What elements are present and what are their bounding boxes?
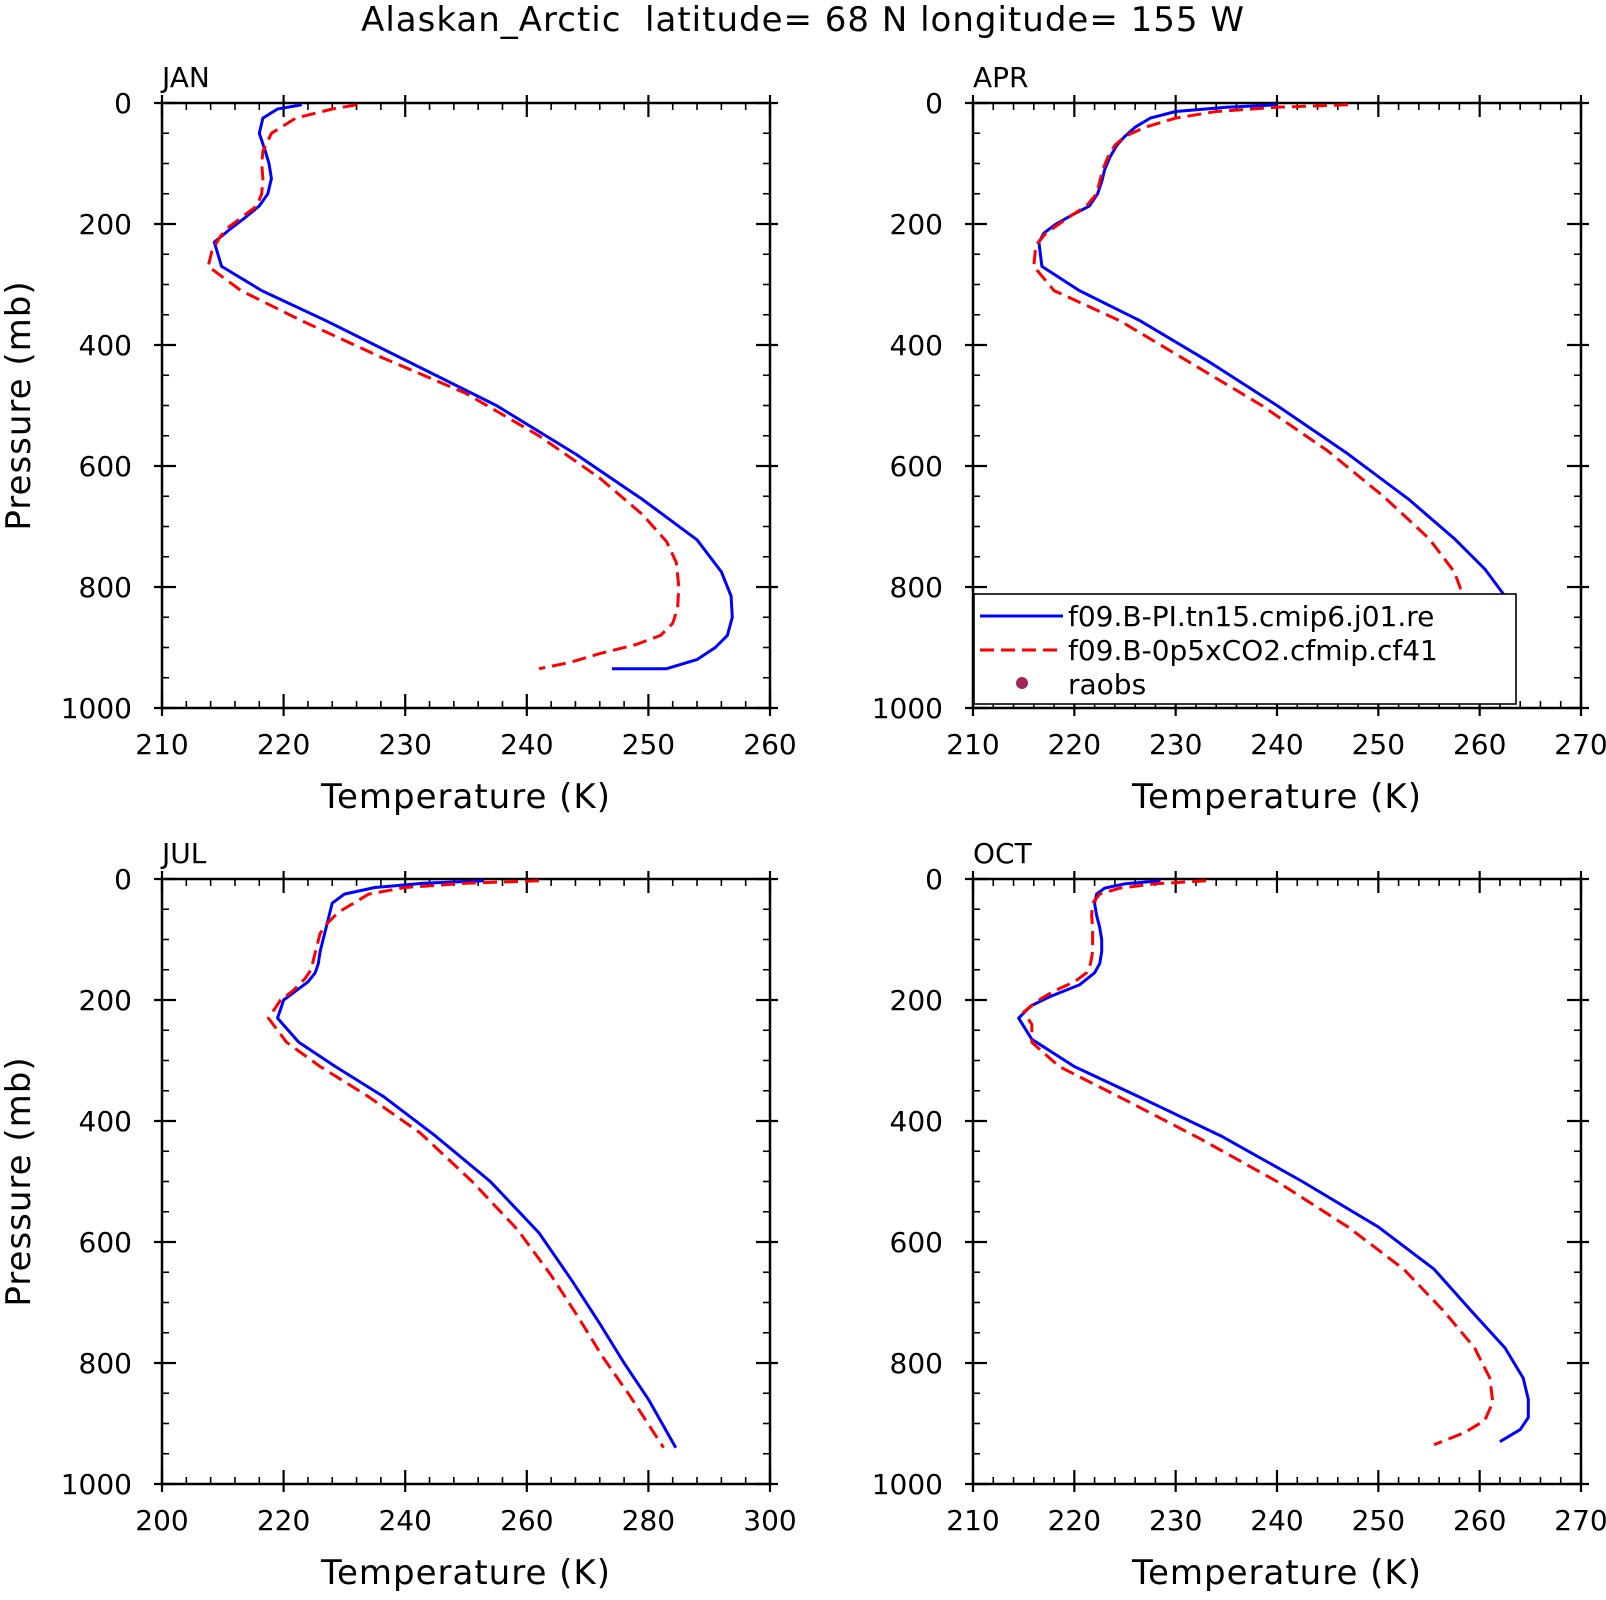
y-axis-label: Pressure (mb) xyxy=(0,280,39,530)
x-tick-label: 210 xyxy=(135,728,188,761)
panel-title: JAN xyxy=(160,61,210,94)
y-tick-label: 1000 xyxy=(872,1468,943,1501)
y-tick-label: 1000 xyxy=(872,692,943,725)
plot-frame xyxy=(160,101,772,710)
legend-label-raobs: raobs xyxy=(1068,668,1146,701)
y-tick-label: 600 xyxy=(890,450,943,483)
y-tick-label: 1000 xyxy=(61,692,132,725)
legend: f09.B-PI.tn15.cmip6.j01.re f09.B-0p5xCO2… xyxy=(973,593,1517,705)
y-tick-label: 200 xyxy=(890,208,943,241)
x-tick-label: 220 xyxy=(1048,1504,1101,1537)
x-tick-label: 260 xyxy=(1453,728,1506,761)
y-tick-label: 0 xyxy=(114,863,132,896)
panel-title: OCT xyxy=(973,837,1033,870)
x-tick-label: 240 xyxy=(500,728,553,761)
panel-oct: 210 220 230 240 250 260 270 0 200 400 600 800 1000 OC… xyxy=(872,837,1606,1593)
panel-jul: 200 220 240 260 280 300 0 200 400 600 800 1000 JUL Te… xyxy=(0,837,797,1593)
legend-box xyxy=(973,593,1517,705)
y-tick-label: 200 xyxy=(79,984,132,1017)
y-tick-label: 0 xyxy=(114,87,132,120)
y-tick-label: 600 xyxy=(79,1226,132,1259)
series-line-1 xyxy=(1017,879,1530,1443)
y-tick-label: 1000 xyxy=(61,1468,132,1501)
x-axis-label: Temperature (K) xyxy=(1131,1553,1422,1593)
y-tick-label: 800 xyxy=(890,571,943,604)
series-line-1 xyxy=(276,879,678,1449)
series-line-1 xyxy=(1037,103,1517,673)
series-line-2 xyxy=(206,103,681,671)
x-tick-label: 260 xyxy=(1453,1504,1506,1537)
x-axis-label: Temperature (K) xyxy=(320,1553,611,1593)
x-tick-label: 210 xyxy=(946,728,999,761)
x-tick-label: 250 xyxy=(1352,728,1405,761)
legend-marker-raobs xyxy=(1016,677,1028,689)
x-tick-label: 270 xyxy=(1554,728,1606,761)
x-tick-label: 260 xyxy=(500,1504,553,1537)
x-axis-label: Temperature (K) xyxy=(320,777,611,817)
x-tick-label: 260 xyxy=(743,728,796,761)
y-tick-label: 400 xyxy=(79,1105,132,1138)
x-axis-label: Temperature (K) xyxy=(1131,777,1422,817)
y-tick-label: 400 xyxy=(890,1105,943,1138)
y-tick-label: 800 xyxy=(79,1347,132,1380)
x-tick-label: 210 xyxy=(946,1504,999,1537)
x-tick-label: 240 xyxy=(378,1504,431,1537)
x-tick-label: 230 xyxy=(378,728,431,761)
x-tick-label: 270 xyxy=(1554,1504,1606,1537)
series-line-1 xyxy=(212,103,734,671)
y-tick-label: 200 xyxy=(79,208,132,241)
y-tick-label: 0 xyxy=(925,87,943,120)
panel-apr: 210 220 230 240 250 260 270 0 200 400 600 800 1000 AP… xyxy=(872,61,1606,817)
panel-title: APR xyxy=(973,61,1029,94)
y-tick-label: 200 xyxy=(890,984,943,1017)
series-line-2 xyxy=(1022,879,1495,1447)
y-axis-label: Pressure (mb) xyxy=(0,1056,39,1306)
y-tick-label: 600 xyxy=(79,450,132,483)
y-tick-label: 0 xyxy=(925,863,943,896)
x-tick-label: 220 xyxy=(257,1504,310,1537)
x-tick-label: 250 xyxy=(622,728,675,761)
figure-title: Alaskan_Arctic latitude= 68 N longitude=… xyxy=(361,0,1245,40)
panel-title: JUL xyxy=(160,837,207,870)
legend-label-series-1: f09.B-PI.tn15.cmip6.j01.re xyxy=(1068,600,1434,633)
panel-jan: 210 220 230 240 250 260 0 200 400 600 800 1000 JAN Te… xyxy=(0,61,797,817)
y-tick-label: 600 xyxy=(890,1226,943,1259)
x-tick-label: 250 xyxy=(1352,1504,1405,1537)
y-tick-label: 400 xyxy=(79,329,132,362)
x-tick-label: 230 xyxy=(1149,1504,1202,1537)
legend-label-series-2: f09.B-0p5xCO2.cfmip.cf41 xyxy=(1068,634,1438,667)
x-tick-label: 230 xyxy=(1149,728,1202,761)
plot-frame xyxy=(160,877,772,1486)
x-tick-label: 240 xyxy=(1250,728,1303,761)
x-tick-label: 240 xyxy=(1250,1504,1303,1537)
y-tick-label: 800 xyxy=(890,1347,943,1380)
y-tick-label: 800 xyxy=(79,571,132,604)
x-tick-label: 280 xyxy=(622,1504,675,1537)
x-tick-label: 220 xyxy=(257,728,310,761)
y-tick-label: 400 xyxy=(890,329,943,362)
x-tick-label: 220 xyxy=(1048,728,1101,761)
series-line-2 xyxy=(266,879,665,1449)
x-tick-label: 200 xyxy=(135,1504,188,1537)
x-tick-label: 300 xyxy=(743,1504,796,1537)
